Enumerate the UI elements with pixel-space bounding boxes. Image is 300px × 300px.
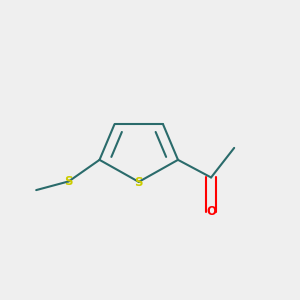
Text: O: O [206, 206, 216, 218]
Text: S: S [64, 175, 73, 188]
Text: S: S [134, 176, 143, 189]
